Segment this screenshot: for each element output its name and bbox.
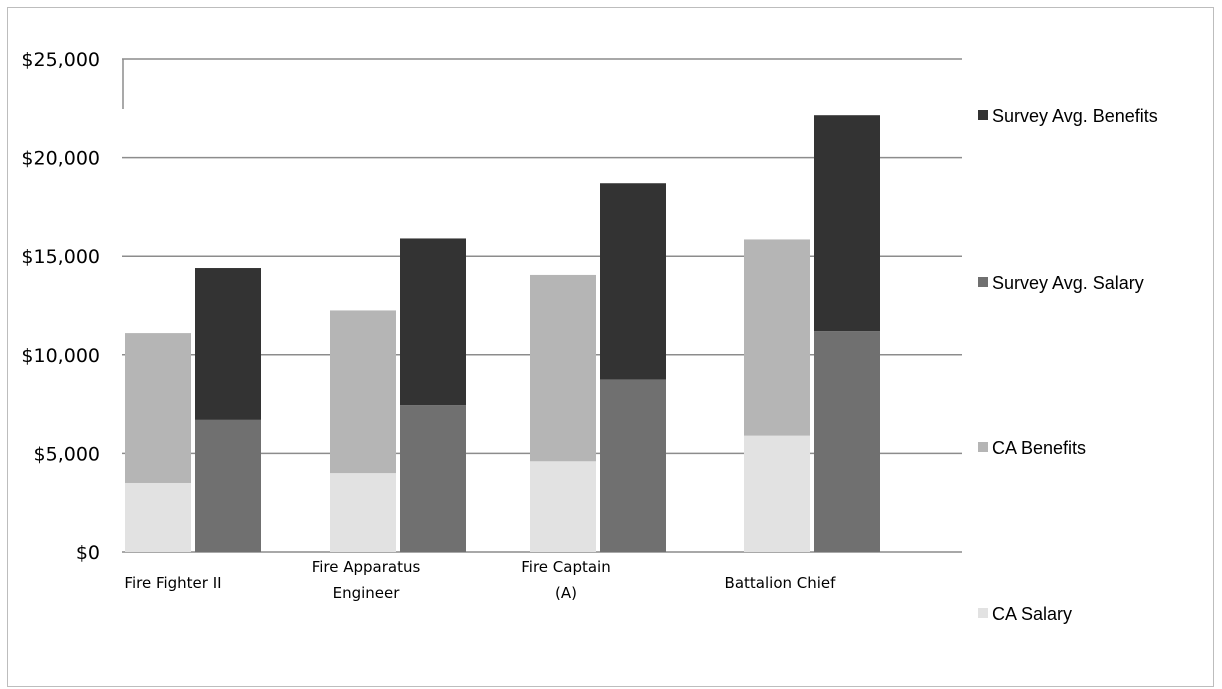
legend-label-survey-avg-salary: Survey Avg. Salary <box>992 273 1144 293</box>
legend-label-survey-avg-benefits: Survey Avg. Benefits <box>992 106 1158 126</box>
bar-survey-avg-salary-fire-captain-a <box>600 379 666 552</box>
x-category-label: Battalion Chief <box>725 574 837 592</box>
x-category-label: Fire Fighter II <box>124 574 221 592</box>
x-category-label: Engineer <box>333 584 401 602</box>
bar-ca-salary-fire-fighter-ii <box>125 482 191 552</box>
x-category-label: Fire Apparatus <box>312 558 421 576</box>
bar-survey-avg-benefits-fire-fighter-ii <box>195 268 261 420</box>
bar-survey-avg-salary-battalion-chief <box>814 331 880 552</box>
bar-ca-salary-battalion-chief <box>744 435 810 552</box>
bar-survey-avg-salary-fire-fighter-ii <box>195 419 261 552</box>
legend-swatch-ca-benefits <box>978 442 988 452</box>
legend-label-ca-salary: CA Salary <box>992 604 1072 624</box>
bars <box>125 115 880 552</box>
bar-ca-benefits-fire-fighter-ii <box>125 333 191 483</box>
bar-ca-benefits-battalion-chief <box>744 239 810 436</box>
y-tick-label: $15,000 <box>21 246 100 268</box>
x-category-label: Fire Captain <box>521 558 610 576</box>
y-tick-label: $5,000 <box>34 443 100 465</box>
legend-swatch-survey-avg-benefits <box>978 110 988 120</box>
y-axis-ticks: $0 $5,000 $10,000 $15,000 $20,000 $25,000 <box>21 49 100 564</box>
legend: Survey Avg. Benefits Survey Avg. Salary CA… <box>978 106 1158 624</box>
bar-survey-avg-benefits-battalion-chief <box>814 115 880 332</box>
legend-swatch-survey-avg-salary <box>978 277 988 287</box>
x-category-label: (A) <box>555 584 577 602</box>
bar-survey-avg-salary-fire-apparatus-engineer <box>400 405 466 552</box>
y-tick-label: $20,000 <box>21 148 100 170</box>
y-tick-label: $0 <box>76 542 100 564</box>
y-tick-label: $10,000 <box>21 345 100 367</box>
y-tick-label: $25,000 <box>21 49 100 71</box>
bar-survey-avg-benefits-fire-captain-a <box>600 183 666 380</box>
bar-ca-salary-fire-captain-a <box>530 461 596 552</box>
bar-ca-benefits-fire-captain-a <box>530 274 596 462</box>
x-axis-categories: Fire Fighter II Fire Apparatus Engineer Fir… <box>124 558 836 602</box>
bar-ca-salary-fire-apparatus-engineer <box>330 473 396 552</box>
bar-ca-benefits-fire-apparatus-engineer <box>330 310 396 474</box>
legend-label-ca-benefits: CA Benefits <box>992 438 1086 458</box>
bar-survey-avg-benefits-fire-apparatus-engineer <box>400 238 466 406</box>
legend-swatch-ca-salary <box>978 608 988 618</box>
